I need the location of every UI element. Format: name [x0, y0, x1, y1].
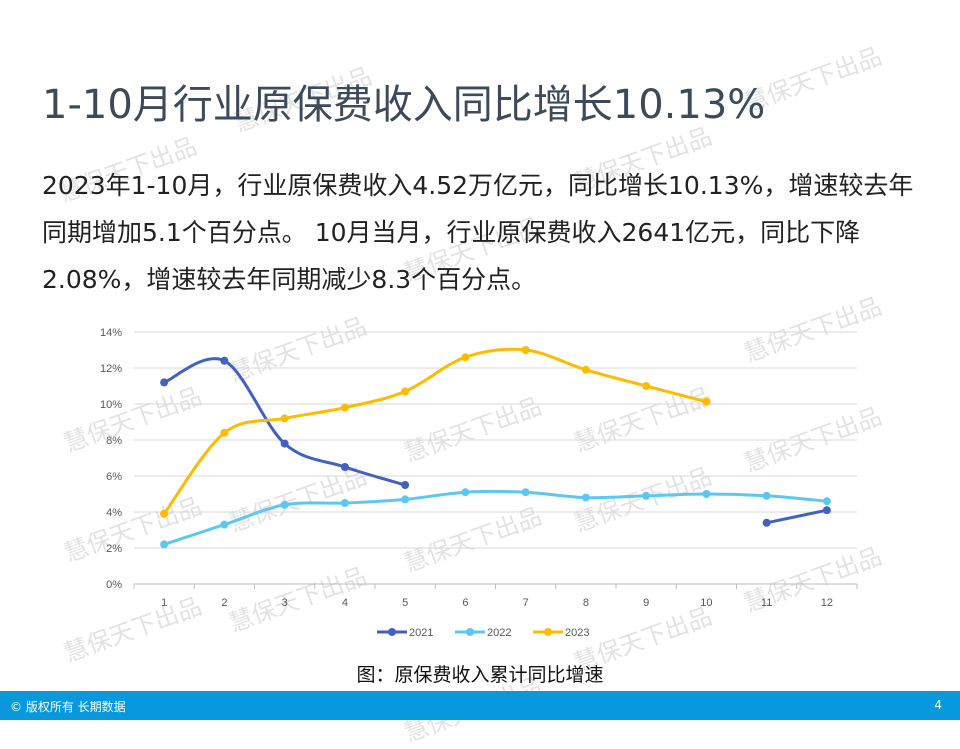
- data-point-2023: [461, 353, 470, 362]
- data-point-2022: [461, 488, 470, 497]
- legend-marker-2023: [544, 628, 552, 636]
- copyright-text: © 版权所有 长期数据: [10, 700, 126, 714]
- summary-paragraph: 2023年1-10月，行业原保费收入4.52万亿元，同比增长10.13%，增速较…: [42, 171, 914, 294]
- legend-label: 2021: [409, 627, 433, 639]
- footer-bar: © 版权所有 长期数据 4: [0, 691, 960, 720]
- x-tick-label: 12: [821, 597, 833, 609]
- y-tick-label: 4%: [106, 507, 122, 519]
- y-tick-label: 14%: [100, 327, 122, 339]
- data-point-2021: [280, 439, 289, 448]
- data-point-2023: [160, 509, 169, 518]
- chart-caption: 图：原保费收入累计同比增速: [356, 664, 604, 686]
- y-tick-label: 2%: [106, 543, 122, 555]
- page-title: 1-10月行业原保费收入同比增长10.13%: [42, 82, 766, 128]
- data-point-2021: [220, 356, 229, 365]
- data-point-2022: [220, 520, 229, 529]
- data-point-2023: [702, 397, 711, 406]
- y-tick-label: 10%: [100, 399, 122, 411]
- data-point-2021: [401, 481, 410, 489]
- legend-marker-2022: [466, 628, 474, 636]
- y-tick-label: 0%: [106, 579, 122, 591]
- data-point-2023: [340, 403, 349, 412]
- data-point-2021: [160, 378, 169, 387]
- x-tick-label: 4: [342, 597, 348, 609]
- data-point-2022: [581, 493, 590, 502]
- x-tick-label: 2: [221, 597, 227, 609]
- data-point-2023: [521, 346, 530, 354]
- data-point-2022: [280, 500, 289, 509]
- data-point-2023: [220, 428, 229, 437]
- data-point-2022: [822, 497, 831, 506]
- legend-marker-2021: [388, 628, 396, 636]
- x-tick-label: 9: [643, 597, 649, 609]
- data-point-2023: [642, 382, 651, 390]
- legend-label: 2022: [487, 627, 511, 639]
- series-line-2022: [162, 489, 829, 546]
- data-point-2022: [702, 490, 711, 498]
- legend-label: 2023: [565, 627, 589, 639]
- y-tick-label: 12%: [100, 363, 122, 375]
- y-tick-label: 6%: [106, 471, 122, 483]
- data-point-2021: [762, 518, 771, 527]
- page-number: 4: [934, 698, 942, 712]
- data-point-2023: [401, 387, 410, 396]
- x-tick-label: 10: [700, 597, 712, 609]
- x-tick-label: 1: [161, 597, 167, 609]
- x-tick-label: 8: [583, 597, 589, 609]
- x-tick-label: 7: [523, 597, 529, 609]
- x-tick-label: 11: [761, 597, 772, 609]
- data-point-2022: [401, 495, 410, 504]
- data-point-2022: [160, 540, 169, 549]
- x-tick-label: 5: [402, 597, 408, 609]
- data-point-2021: [340, 463, 349, 471]
- data-point-2023: [280, 414, 289, 423]
- x-tick-label: 6: [462, 597, 468, 609]
- data-point-2022: [642, 491, 651, 500]
- data-point-2021: [822, 506, 831, 515]
- data-point-2023: [581, 365, 590, 374]
- y-tick-label: 8%: [106, 435, 122, 447]
- series-line-2023: [162, 347, 708, 516]
- x-tick-label: 3: [282, 597, 288, 609]
- data-point-2022: [340, 499, 349, 507]
- data-point-2022: [762, 491, 771, 500]
- data-point-2022: [521, 488, 530, 497]
